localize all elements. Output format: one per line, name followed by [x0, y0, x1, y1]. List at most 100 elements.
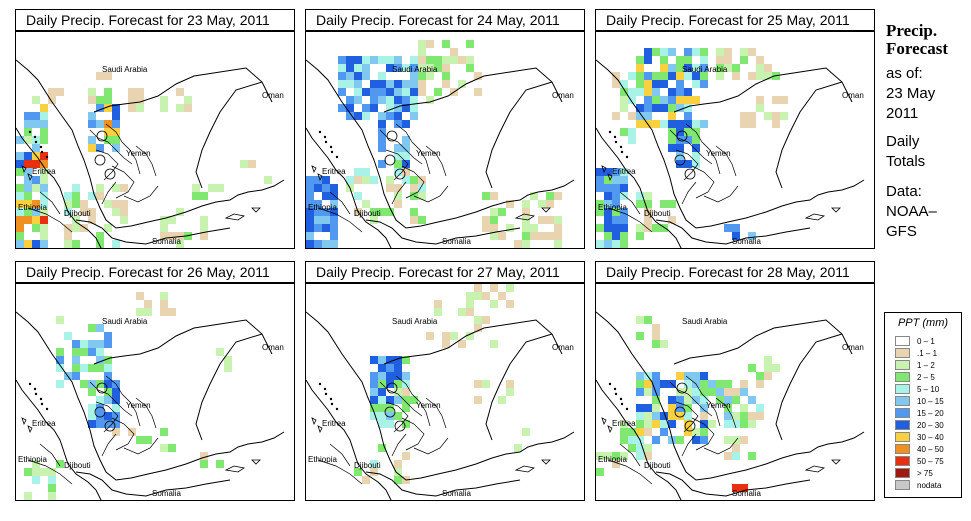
precip-cell: [104, 396, 112, 404]
precip-cell: [474, 324, 482, 332]
precip-cell: [530, 232, 538, 240]
legend-label: 15 – 20: [917, 409, 944, 418]
precip-cell: [120, 184, 128, 192]
precip-cell: [200, 224, 208, 232]
sidebar-title-line1: Precip.: [886, 21, 938, 40]
precip-cell: [620, 240, 628, 248]
precip-cell: [716, 396, 724, 404]
precip-cell: [112, 404, 120, 412]
precip-cell: [442, 56, 450, 64]
map-label-ethiopia: Ethiopia: [18, 203, 47, 212]
precip-cell: [40, 184, 48, 192]
precip-cell: [668, 104, 676, 112]
precip-cell: [740, 420, 748, 428]
map-label-eritrea: Eritrea: [32, 419, 56, 428]
precip-cell: [490, 192, 498, 200]
legend-label: nodata: [917, 481, 942, 490]
map-label-somalia: Somalia: [732, 237, 761, 246]
precip-cell: [386, 64, 394, 72]
precip-cell: [628, 136, 636, 144]
map-label-oman: Oman: [262, 91, 284, 100]
precip-cell: [314, 184, 322, 192]
precip-cell: [700, 72, 708, 80]
precip-cell: [394, 412, 402, 420]
precip-cells: [596, 316, 780, 492]
precip-cell: [482, 292, 490, 300]
precip-cell: [522, 240, 530, 248]
africa-coast: [16, 127, 231, 248]
map-label-ethiopia: Ethiopia: [18, 455, 47, 464]
precip-cell: [676, 436, 684, 444]
precip-cell: [362, 200, 370, 208]
precip-cell: [192, 192, 200, 200]
precip-cell: [378, 404, 386, 412]
precip-cell: [692, 120, 700, 128]
precip-cell: [314, 240, 322, 248]
precip-cell: [48, 88, 56, 96]
precip-cell: [386, 208, 394, 216]
legend-label: .1 – 1: [917, 349, 938, 358]
region-marker: [104, 420, 116, 432]
precip-cell: [24, 240, 32, 248]
precip-cell: [322, 216, 330, 224]
map-label-yemen: Yemen: [706, 401, 731, 410]
region-marker: [394, 168, 406, 180]
precip-cell: [88, 412, 96, 420]
precip-cell: [394, 380, 402, 388]
precip-cell: [684, 64, 692, 72]
precip-cell: [668, 216, 676, 224]
precip-cell: [216, 460, 224, 468]
precip-cell: [716, 380, 724, 388]
precip-cell: [740, 484, 748, 492]
precip-cell: [88, 348, 96, 356]
precip-cell: [498, 232, 506, 240]
precip-cell: [636, 380, 644, 388]
precip-cell: [692, 80, 700, 88]
precip-cell: [700, 120, 708, 128]
precip-cell: [378, 356, 386, 364]
precip-cell: [418, 88, 426, 96]
africa-coast: [596, 379, 811, 500]
island-dot: [330, 402, 334, 406]
map-label-saudi: Saudi Arabia: [392, 317, 438, 326]
precip-cell: [322, 240, 330, 248]
precip-cell: [128, 88, 136, 96]
precip-cell: [402, 152, 410, 160]
panel-title: Daily Precip. Forecast for 25 May, 2011: [595, 9, 875, 31]
precip-cell: [442, 340, 450, 348]
legend-swatch: [895, 396, 910, 406]
island-dot: [34, 392, 38, 396]
precip-cell: [386, 404, 394, 412]
precip-cell: [378, 120, 386, 128]
precip-cell: [628, 428, 636, 436]
precip-cell: [612, 208, 620, 216]
saudi-border: [383, 319, 563, 365]
precip-cell: [732, 484, 740, 492]
precip-cell: [604, 200, 612, 208]
island-dot: [608, 130, 612, 134]
precip-cell: [684, 404, 692, 412]
precip-cell: [378, 56, 386, 64]
precip-cell: [772, 364, 780, 372]
precip-cell: [40, 208, 48, 216]
legend-label: 50 – 75: [917, 457, 944, 466]
island-dot: [40, 150, 44, 154]
precip-cell: [24, 112, 32, 120]
precip-cell: [386, 112, 394, 120]
precip-cell: [104, 420, 112, 428]
precip-cell: [772, 120, 780, 128]
precip-cell: [346, 96, 354, 104]
precip-cell: [772, 112, 780, 120]
precip-cell: [732, 72, 740, 80]
precip-cell: [72, 356, 80, 364]
precip-cell: [596, 200, 604, 208]
precip-cell: [652, 120, 660, 128]
precip-cell: [354, 112, 362, 120]
precip-cell: [676, 388, 684, 396]
precip-cell: [40, 232, 48, 240]
precip-cell: [636, 200, 644, 208]
precip-cell: [620, 128, 628, 136]
africa-coast: [306, 379, 521, 500]
precip-cell: [394, 184, 402, 192]
oman-border: [775, 81, 843, 189]
